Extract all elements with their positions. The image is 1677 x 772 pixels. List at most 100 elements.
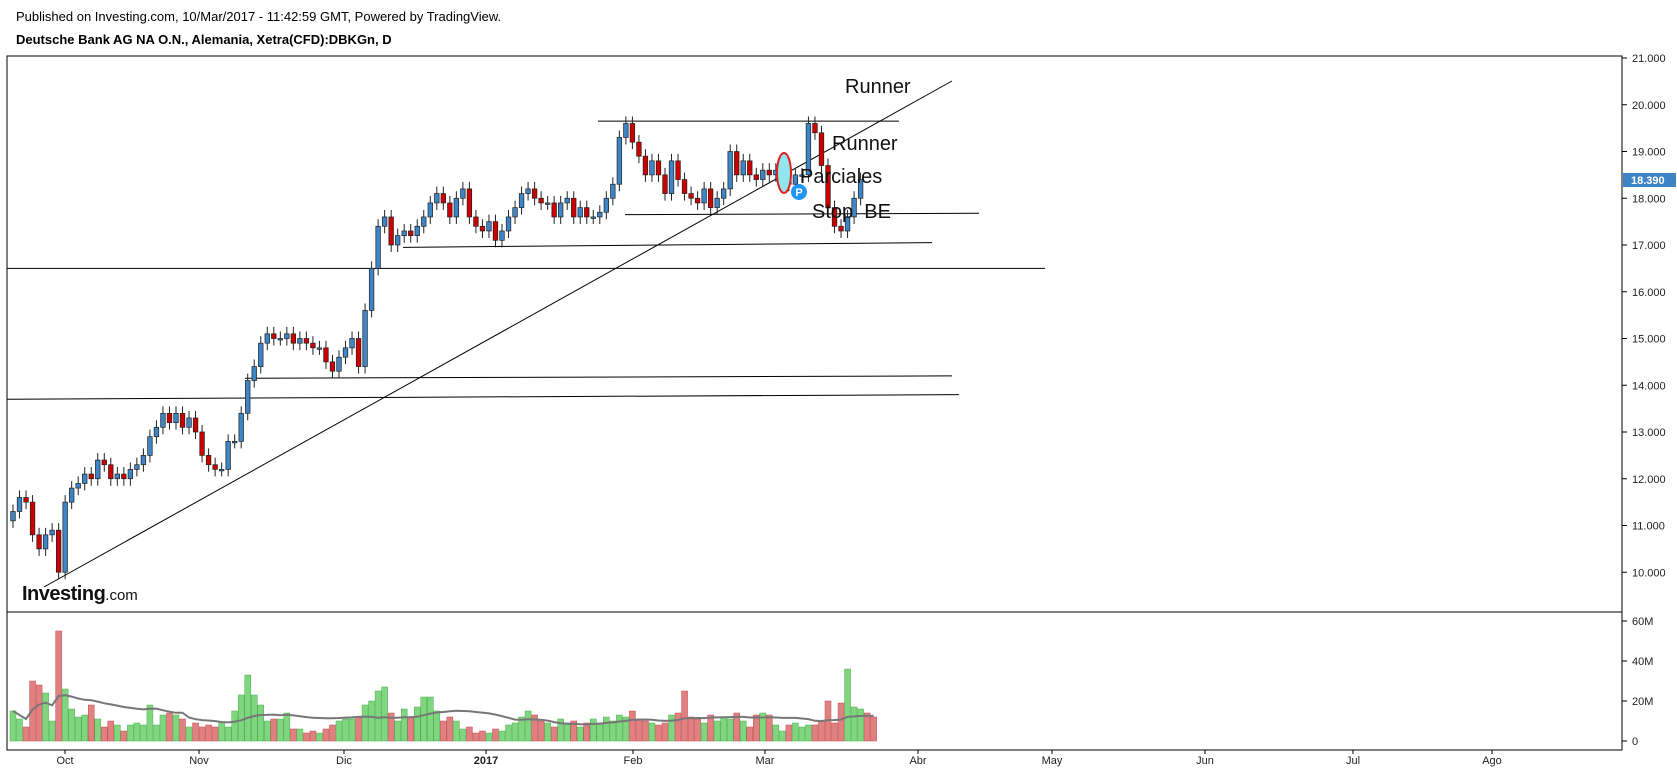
candle <box>55 523 62 580</box>
volume-bar <box>700 722 708 742</box>
time-axis: Oct Nov Dic 2017 Feb Mar Abr May Jun Jul Ago <box>56 750 1502 767</box>
candle <box>414 219 420 243</box>
volume-bar <box>759 712 767 742</box>
volume-bar <box>381 686 388 742</box>
candle-body <box>740 160 746 176</box>
candle-body <box>147 436 153 456</box>
candle <box>727 144 733 196</box>
volume-bar <box>850 706 858 742</box>
volume-average-line <box>12 694 874 726</box>
annotation-label: Stop BE <box>812 201 891 223</box>
candle <box>349 331 355 355</box>
candle-body <box>218 469 225 472</box>
candle <box>610 177 616 206</box>
candle-body <box>42 534 49 550</box>
candle-body <box>62 501 68 573</box>
candle <box>408 223 414 243</box>
volume-bar <box>446 716 454 742</box>
candle <box>857 172 864 206</box>
chart-border <box>6 55 1623 751</box>
volume-bar <box>453 720 460 742</box>
chart-frame <box>6 55 1623 751</box>
candle <box>453 191 460 224</box>
volume-bar <box>264 720 271 742</box>
price-tick-label: 12.000 <box>1632 474 1666 486</box>
time-tick-label: Abr <box>909 755 926 767</box>
candle-body <box>707 188 714 208</box>
candle <box>23 490 29 510</box>
time-tick-label: Nov <box>189 755 209 767</box>
candle <box>551 195 557 224</box>
candle-body <box>649 160 655 176</box>
candle-body <box>316 347 323 350</box>
candle <box>323 340 329 369</box>
candle-body <box>538 197 544 204</box>
instrument-title: Deutsche Bank AG NA O.N., Alemania, Xetr… <box>16 32 392 47</box>
candle <box>479 219 486 238</box>
time-tick-label: May <box>1042 755 1063 767</box>
volume-bar <box>270 718 278 742</box>
candle <box>401 223 407 243</box>
volume-bar <box>290 728 297 742</box>
candle-body <box>95 459 101 480</box>
volume-bar <box>713 720 721 742</box>
volume-bar <box>107 720 115 742</box>
horizontal-line <box>6 394 960 400</box>
volume-bar <box>185 726 193 742</box>
volume-bar <box>642 720 649 742</box>
candle-body <box>571 197 577 218</box>
candle-body <box>36 534 42 550</box>
candle-body <box>610 183 616 199</box>
volume-bar <box>792 722 799 742</box>
candle <box>362 303 368 374</box>
candle-body <box>584 207 590 218</box>
volume-bar <box>433 710 441 742</box>
volume-bar <box>35 684 43 742</box>
investing-logo: Investing.com <box>22 583 138 606</box>
candle <box>486 214 492 238</box>
candle-body <box>662 174 668 194</box>
logo-brand: Investing <box>22 583 106 605</box>
volume-bar <box>707 714 714 742</box>
candle <box>69 481 75 510</box>
candle <box>734 144 740 182</box>
volume-ma-line <box>12 694 874 726</box>
candle-body <box>818 132 825 166</box>
candle-body <box>590 216 596 219</box>
last-price-badge <box>1623 173 1676 188</box>
candle-body <box>205 455 212 466</box>
candle-body <box>499 230 505 241</box>
volume-bar <box>720 716 727 742</box>
candle-body <box>23 497 29 503</box>
volume-bar <box>342 718 349 742</box>
candle <box>642 149 649 182</box>
candle <box>590 209 596 224</box>
candle <box>740 153 746 182</box>
horizontal-line <box>624 212 980 216</box>
annotation-label: Parciales <box>800 166 882 188</box>
candle <box>701 181 707 210</box>
candle <box>434 186 440 210</box>
candle <box>825 158 831 215</box>
candle <box>597 205 603 224</box>
time-tick-label: Ago <box>1482 755 1502 767</box>
candle <box>290 326 297 351</box>
candle <box>147 429 153 463</box>
volume-bar <box>277 718 284 742</box>
candle-body <box>805 123 812 176</box>
candle-body <box>447 202 453 218</box>
candle-body <box>518 193 525 208</box>
candle-body <box>375 225 381 269</box>
volume-bar <box>237 694 245 742</box>
candle-body <box>179 412 186 428</box>
candle <box>375 219 381 276</box>
volume-bar <box>753 714 760 742</box>
time-tick-label: 2017 <box>474 755 498 767</box>
candle <box>166 406 173 430</box>
volume-bar <box>87 704 95 742</box>
price-tick-label: 18.000 <box>1632 193 1666 205</box>
candle-body <box>675 160 681 180</box>
candle-body <box>55 529 62 573</box>
volume-bar <box>68 708 75 742</box>
